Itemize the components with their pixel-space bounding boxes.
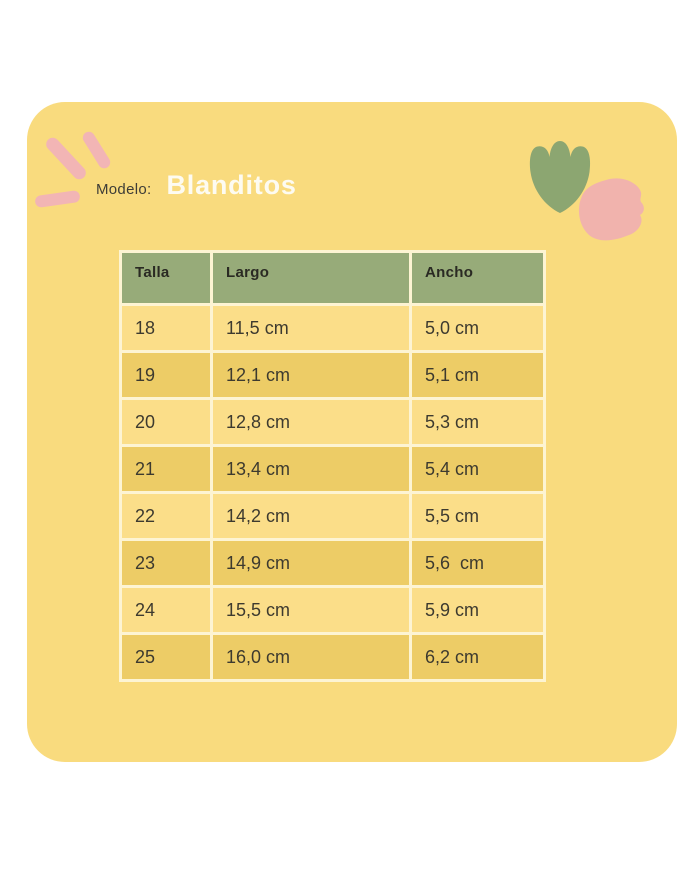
- cell-talla: 18: [122, 306, 210, 350]
- table-row: 25 16,0 cm 6,2 cm: [122, 635, 543, 679]
- cell-talla: 23: [122, 541, 210, 585]
- cell-talla: 21: [122, 447, 210, 491]
- size-chart-card: Modelo: Blanditos Talla Largo Ancho 18 11…: [27, 102, 677, 762]
- cell-ancho: 5,6 cm: [412, 541, 543, 585]
- cell-ancho: 5,0 cm: [412, 306, 543, 350]
- cell-largo: 14,2 cm: [213, 494, 409, 538]
- table-row: 18 11,5 cm 5,0 cm: [122, 306, 543, 350]
- table-row: 23 14,9 cm 5,6 cm: [122, 541, 543, 585]
- model-label: Modelo:: [96, 181, 152, 198]
- cell-ancho: 5,3 cm: [412, 400, 543, 444]
- cell-ancho: 6,2 cm: [412, 635, 543, 679]
- card-title: Modelo: Blanditos: [96, 170, 297, 201]
- cell-ancho: 5,5 cm: [412, 494, 543, 538]
- cell-talla: 22: [122, 494, 210, 538]
- cell-largo: 16,0 cm: [213, 635, 409, 679]
- table-header-row: Talla Largo Ancho: [122, 253, 543, 303]
- size-table: Talla Largo Ancho 18 11,5 cm 5,0 cm 19 1…: [119, 250, 546, 682]
- cell-ancho: 5,4 cm: [412, 447, 543, 491]
- pink-dash-icon: [80, 129, 113, 171]
- tulip-icon: [529, 141, 591, 213]
- column-header-talla: Talla: [122, 253, 210, 303]
- model-name: Blanditos: [166, 170, 297, 200]
- table-row: 21 13,4 cm 5,4 cm: [122, 447, 543, 491]
- cell-talla: 24: [122, 588, 210, 632]
- cell-talla: 20: [122, 400, 210, 444]
- cell-largo: 11,5 cm: [213, 306, 409, 350]
- cell-talla: 25: [122, 635, 210, 679]
- column-header-largo: Largo: [213, 253, 409, 303]
- table-row: 19 12,1 cm 5,1 cm: [122, 353, 543, 397]
- table-row: 20 12,8 cm 5,3 cm: [122, 400, 543, 444]
- cell-largo: 12,8 cm: [213, 400, 409, 444]
- cell-largo: 12,1 cm: [213, 353, 409, 397]
- table-row: 24 15,5 cm 5,9 cm: [122, 588, 543, 632]
- pink-dash-icon: [34, 189, 81, 209]
- cell-largo: 14,9 cm: [213, 541, 409, 585]
- cell-talla: 19: [122, 353, 210, 397]
- cell-largo: 15,5 cm: [213, 588, 409, 632]
- table-row: 22 14,2 cm 5,5 cm: [122, 494, 543, 538]
- cell-ancho: 5,1 cm: [412, 353, 543, 397]
- cell-largo: 13,4 cm: [213, 447, 409, 491]
- petal-blob-icon: [578, 178, 644, 241]
- pink-dash-icon: [43, 135, 89, 182]
- cell-ancho: 5,9 cm: [412, 588, 543, 632]
- column-header-ancho: Ancho: [412, 253, 543, 303]
